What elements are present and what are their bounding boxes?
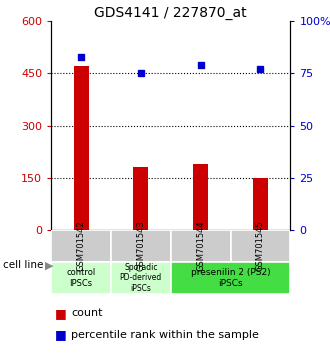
Bar (133, 167, 149, 230)
Bar (51, 230, 111, 262)
Text: GSM701542: GSM701542 (77, 221, 85, 272)
Text: control
IPSCs: control IPSCs (66, 268, 96, 287)
Bar (51, 262, 111, 294)
Title: GDS4141 / 227870_at: GDS4141 / 227870_at (94, 6, 247, 20)
Text: ▶: ▶ (45, 261, 53, 270)
Bar (171, 230, 231, 262)
Text: Sporadic
PD-derived
iPSCs: Sporadic PD-derived iPSCs (120, 263, 162, 293)
Text: GSM701543: GSM701543 (136, 221, 146, 272)
Bar (171, 262, 290, 294)
Text: percentile rank within the sample: percentile rank within the sample (71, 330, 259, 339)
Bar (193, 164, 208, 230)
Bar (253, 178, 268, 230)
Text: GSM701545: GSM701545 (256, 221, 265, 272)
Bar (74, 67, 88, 230)
Text: count: count (71, 308, 102, 318)
Text: GSM701544: GSM701544 (196, 221, 205, 272)
Bar (231, 230, 290, 262)
Text: presenilin 2 (PS2)
iPSCs: presenilin 2 (PS2) iPSCs (191, 268, 270, 287)
Bar (111, 230, 171, 262)
Text: ■: ■ (54, 307, 66, 320)
Text: ■: ■ (54, 328, 66, 341)
Text: cell line: cell line (3, 261, 44, 270)
Bar (111, 262, 171, 294)
